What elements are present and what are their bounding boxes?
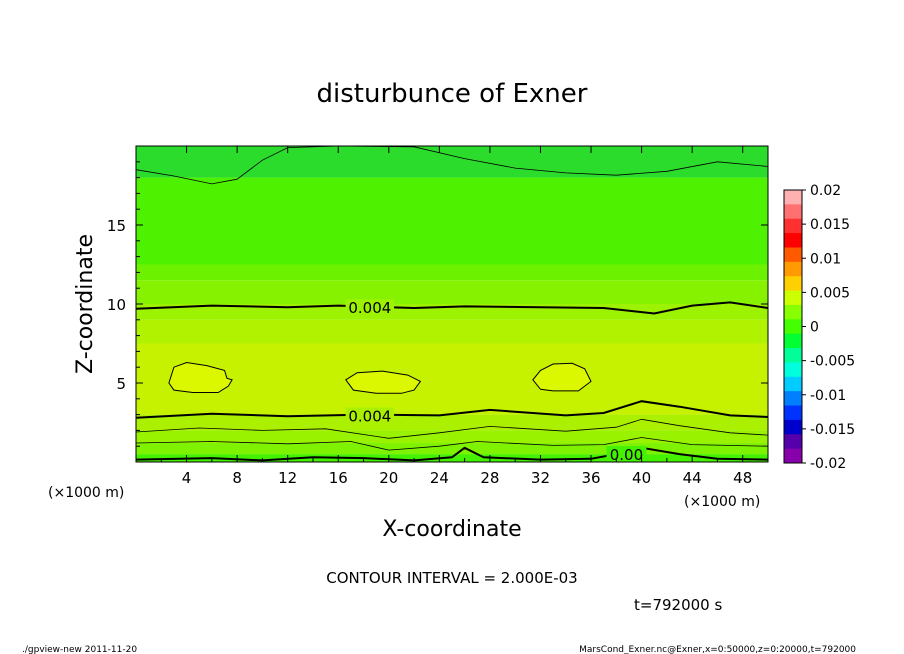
contour-line-5: [135, 145, 769, 185]
fill-band-1: [136, 443, 768, 455]
colorbar-swatch-8: [784, 304, 802, 320]
footer-right: MarsCond_Exner.nc@Exner,x=0:50000,z=0:20…: [579, 645, 856, 654]
x-tick-label-32: 32: [531, 469, 550, 487]
colorbar-tick-label-2: 0.01: [810, 251, 841, 267]
contour-label-2: 0.00: [610, 446, 643, 464]
colorbar-swatch-17: [784, 434, 802, 450]
colorbar-swatch-16: [784, 419, 802, 435]
x-tick-label-44: 44: [683, 469, 702, 487]
colorbar-swatch-10: [784, 333, 802, 349]
contour-label-bg-0: [345, 299, 395, 316]
colorbar-swatch-7: [784, 290, 802, 306]
contour-interval-text: CONTOUR INTERVAL = 2.000E-03: [326, 569, 577, 587]
colorbar-tick-label-0: 0.02: [810, 183, 841, 199]
y-tick-label-10: 10: [107, 296, 126, 314]
colorbar-swatch-13: [784, 376, 802, 392]
colorbar-swatch-11: [784, 348, 802, 363]
x-axis-unit: (×1000 m): [684, 494, 760, 510]
colorbar-tick-label-7: -0.015: [810, 422, 855, 438]
x-tick-label-40: 40: [632, 469, 651, 487]
colorbar-swatch-4: [784, 247, 802, 263]
colorbar-swatch-15: [784, 405, 802, 421]
fill-band-5: [136, 319, 768, 344]
colorbar-swatch-5: [784, 261, 802, 277]
colorbar-swatch-9: [784, 319, 802, 335]
x-tick-label-28: 28: [480, 469, 499, 487]
fill-band-8: [136, 264, 768, 281]
colorbar-swatch-6: [784, 276, 802, 292]
chart-title: disturbunce of Exner: [317, 79, 588, 109]
contour-lines: [135, 145, 769, 462]
footer-left: ./gpview-new 2011-11-20: [22, 645, 137, 654]
y-tick-label-5: 5: [116, 375, 126, 393]
x-tick-label-8: 8: [232, 469, 242, 487]
x-tick-label-4: 4: [182, 469, 192, 487]
contour-line-1: [135, 400, 769, 419]
y-axis-unit: (×1000 m): [48, 485, 124, 501]
contour-fill-bands: [136, 146, 768, 462]
colorbar-swatch-3: [784, 233, 802, 248]
time-text: t=792000 s: [634, 596, 722, 614]
colorbar-swatch-12: [784, 362, 802, 378]
fill-band-10: [136, 146, 768, 178]
colorbar-tick-label-4: 0: [810, 320, 819, 336]
x-axis-ticks: 4 8 12 16 20 24 28 32 36 40 44 48: [160, 146, 752, 487]
colorbar: 0.02 0.015 0.01 0.005 0 -0.005 -0.01 -0.015 -0.0…: [783, 183, 855, 472]
y-tick-label-15: 15: [107, 217, 126, 235]
x-tick-label-20: 20: [379, 469, 398, 487]
colorbar-tick-label-1: 0.015: [810, 217, 850, 233]
closed-contour-2: [532, 362, 592, 392]
colorbar-swatch-0: [784, 190, 802, 205]
x-tick-label-16: 16: [329, 469, 348, 487]
x-tick-label-24: 24: [430, 469, 449, 487]
colorbar-swatch-14: [784, 391, 802, 407]
closed-contour-0: [168, 361, 233, 393]
fill-band-4: [136, 343, 768, 415]
x-tick-label-36: 36: [581, 469, 600, 487]
colorbar-tick-label-3: 0.005: [810, 285, 850, 301]
fill-band-2: [136, 430, 768, 444]
contour-labels: 0.004 0.004 0.00: [345, 299, 647, 464]
contour-label-1: 0.004: [348, 407, 391, 425]
contour-line-2: [135, 418, 769, 439]
contour-label-0: 0.004: [348, 299, 391, 317]
fill-band-3: [136, 414, 768, 431]
colorbar-tick-label-5: -0.005: [810, 354, 855, 370]
x-tick-label-12: 12: [278, 469, 297, 487]
colorbar-swatch-2: [784, 218, 802, 234]
fill-band-7: [136, 280, 768, 304]
colorbar-swatch-1: [784, 204, 802, 220]
x-axis-label: X-coordinate: [382, 517, 521, 542]
colorbar-tick-label-6: -0.01: [810, 388, 846, 404]
contour-line-3: [135, 437, 769, 451]
colorbar-swatch-18: [784, 448, 802, 464]
contour-line-0: [135, 301, 769, 315]
closed-contour-1: [345, 370, 422, 394]
y-axis-label: Z-coordinate: [73, 234, 98, 374]
x-tick-label-48: 48: [733, 469, 752, 487]
colorbar-tick-label-8: -0.02: [810, 456, 846, 472]
contour-label-bg-1: [345, 407, 395, 424]
fill-band-9: [136, 177, 768, 265]
y-axis-ticks: 5 10 15: [107, 161, 768, 447]
